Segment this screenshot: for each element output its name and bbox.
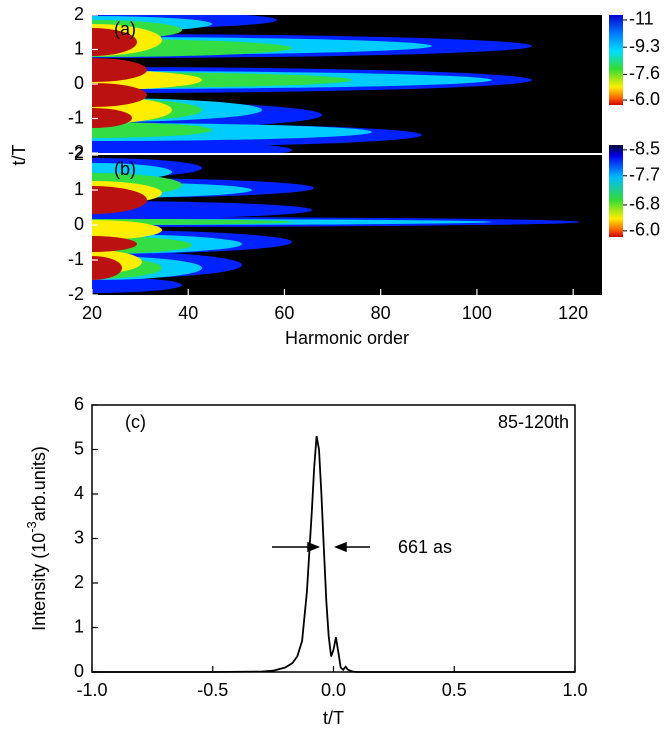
x-tick-label: 0.0 — [321, 680, 346, 700]
x-tick-label: 80 — [371, 303, 391, 323]
y-tick-label: 1 — [74, 179, 84, 199]
y-label-text: Intensity (10 — [29, 533, 49, 631]
width-arrows — [272, 541, 370, 553]
y-tick-label: -2 — [68, 142, 84, 162]
y-tick-label: 5 — [74, 438, 84, 458]
colorbar-b — [609, 145, 623, 237]
width-label: 661 as — [398, 537, 452, 557]
y-tick-label: -2 — [68, 284, 84, 304]
y-tick-label: 0 — [74, 214, 84, 234]
y-tick-label: 4 — [74, 483, 84, 503]
x-tick-label: 60 — [274, 303, 294, 323]
colorbar-tick-label: -7.7 — [629, 165, 660, 185]
y-tick-label: 1 — [74, 616, 84, 636]
x-axis-label: Harmonic order — [285, 328, 409, 348]
x-axis-label: t/T — [323, 708, 344, 728]
y-tick-label: 2 — [74, 4, 84, 24]
heatmap-b — [92, 155, 602, 295]
y-axis-label: t/T — [9, 144, 29, 165]
colorbar-tick-label: -6.0 — [629, 220, 660, 240]
colorbar-tick-label: -8.5 — [629, 139, 660, 159]
y-axis-label: Intensity (10-3arb.units) — [24, 446, 48, 631]
y-tick-label: 2 — [74, 144, 84, 164]
x-tick-label: 20 — [82, 303, 102, 323]
x-tick-label: 120 — [558, 303, 588, 323]
colorbar-tick-label: -6.8 — [629, 194, 660, 214]
y-label-sup: -3 — [24, 521, 39, 533]
panel-label: (b) — [114, 159, 136, 179]
panel-label: (c) — [125, 412, 146, 432]
heatmap-a — [92, 15, 602, 153]
y-tick-label: 0 — [74, 73, 84, 93]
annotation: 85-120th — [498, 412, 569, 432]
colorbar-tick-label: -6.0 — [629, 89, 660, 109]
y-tick-label: 0 — [74, 661, 84, 681]
x-tick-label: -0.5 — [197, 680, 228, 700]
colorbar-tick-label: -9.3 — [629, 36, 660, 56]
x-tick-label: 100 — [462, 303, 492, 323]
plot-frame — [91, 404, 576, 673]
pulse-curve — [92, 435, 575, 673]
colorbar-tick-label: -7.6 — [629, 63, 660, 83]
y-label-tail: arb.units) — [29, 446, 49, 521]
y-tick-label: -1 — [68, 107, 84, 127]
y-tick-label: 6 — [74, 394, 84, 414]
x-tick-label: 0.5 — [442, 680, 467, 700]
x-tick-label: -1.0 — [76, 680, 107, 700]
panel-label: (a) — [114, 19, 136, 39]
y-tick-label: -1 — [68, 249, 84, 269]
y-tick-label: 3 — [74, 527, 84, 547]
y-tick-label: 1 — [74, 38, 84, 58]
x-tick-label: 40 — [178, 303, 198, 323]
colorbar-tick-label: -11 — [629, 9, 654, 29]
colorbar-a — [609, 15, 623, 105]
x-tick-label: 1.0 — [562, 680, 587, 700]
y-tick-label: 2 — [74, 572, 84, 592]
